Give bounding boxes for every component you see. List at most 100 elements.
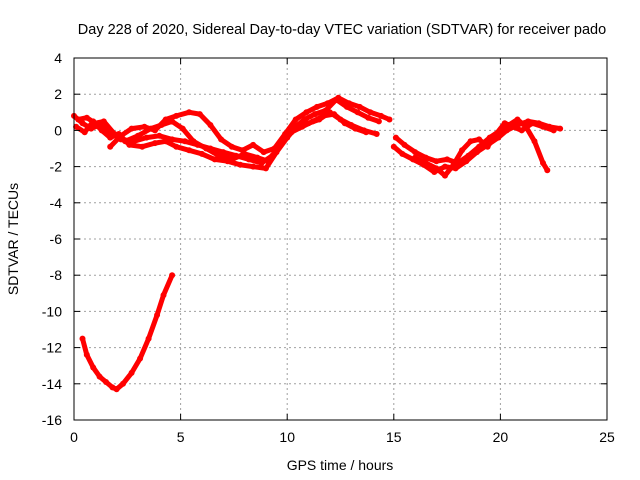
data-point <box>203 145 210 152</box>
data-point <box>90 364 97 371</box>
y-tick-label: -14 <box>42 376 62 392</box>
data-point <box>531 138 538 145</box>
data-point <box>169 272 176 279</box>
data-point <box>288 129 295 136</box>
grid <box>74 58 607 420</box>
data-point <box>399 150 406 157</box>
data-point <box>262 165 269 172</box>
data-point <box>352 125 359 132</box>
data-point <box>181 138 188 145</box>
data-point <box>473 149 480 156</box>
y-tick-label: -12 <box>42 340 62 356</box>
chart-title: Day 228 of 2020, Sidereal Day-to-day VTE… <box>78 22 606 38</box>
data-point <box>442 172 448 179</box>
data-point <box>303 109 310 116</box>
data-point <box>160 292 167 299</box>
data-point <box>363 129 370 136</box>
data-point <box>433 165 440 172</box>
data-point <box>207 122 214 128</box>
data-point <box>228 156 235 163</box>
y-tick-label: -4 <box>50 195 63 211</box>
data-point <box>386 116 393 123</box>
data-point <box>320 112 327 119</box>
data-point <box>154 312 161 318</box>
data-point <box>354 109 361 116</box>
data-point <box>390 143 397 150</box>
data-point <box>544 167 551 174</box>
data-point <box>139 143 146 150</box>
data-point <box>450 161 457 168</box>
data-point <box>83 351 90 358</box>
data-point <box>250 163 257 170</box>
y-tick-label: 4 <box>54 50 62 66</box>
data-point <box>107 143 114 150</box>
data-point <box>145 335 152 342</box>
y-tick-label: 0 <box>54 122 62 138</box>
data-point <box>237 161 244 168</box>
data-point <box>254 154 261 161</box>
data-point <box>375 118 382 125</box>
data-point <box>198 150 205 157</box>
y-tick-label: 2 <box>54 86 62 102</box>
data-point <box>335 94 342 101</box>
data-point <box>92 120 99 127</box>
data-point <box>493 131 500 137</box>
data-point <box>356 103 363 110</box>
data-point <box>378 112 384 119</box>
x-axis-label: GPS time / hours <box>287 457 394 473</box>
data-point <box>173 112 180 119</box>
data-point <box>373 131 380 137</box>
data-point <box>412 154 419 161</box>
x-tick-label: 20 <box>493 429 509 445</box>
data-point <box>158 122 165 128</box>
x-tick-label: 5 <box>177 429 185 445</box>
y-tick-label: -6 <box>50 231 63 247</box>
data-point <box>135 132 141 139</box>
x-tick-label: 0 <box>70 429 78 445</box>
data-point <box>152 140 158 147</box>
data-point <box>216 152 222 159</box>
data-point <box>126 141 133 148</box>
data-point <box>510 123 517 130</box>
data-point <box>265 158 271 165</box>
data-point <box>137 355 144 362</box>
data-point <box>228 143 235 150</box>
data-layer <box>71 94 564 393</box>
y-tick-label: -10 <box>42 303 62 319</box>
data-point <box>98 127 105 134</box>
series-track-early-low <box>80 272 175 392</box>
data-point <box>412 149 419 156</box>
data-point <box>141 123 148 130</box>
data-point <box>260 149 267 156</box>
data-point <box>128 125 135 132</box>
data-point <box>79 120 86 127</box>
data-point <box>83 114 90 121</box>
data-point <box>540 123 546 130</box>
data-point <box>392 134 399 141</box>
data-point <box>331 111 338 118</box>
x-tick-label: 10 <box>279 429 295 445</box>
data-point <box>467 138 474 145</box>
data-point <box>96 373 103 380</box>
series-track-afternoon-c <box>412 120 557 179</box>
data-point <box>463 158 470 165</box>
data-point <box>292 116 299 123</box>
data-point <box>122 138 129 145</box>
data-point <box>540 160 546 166</box>
data-point <box>503 127 510 134</box>
data-point <box>107 134 114 141</box>
data-point <box>75 116 82 123</box>
data-point <box>484 143 491 150</box>
data-point <box>314 103 320 110</box>
data-point <box>529 120 536 127</box>
data-point <box>299 123 306 130</box>
data-point <box>241 150 248 157</box>
data-point <box>476 136 483 143</box>
data-point <box>550 127 557 134</box>
data-point <box>250 141 257 148</box>
data-point <box>186 109 193 116</box>
data-point <box>444 156 451 163</box>
data-point <box>143 134 150 141</box>
